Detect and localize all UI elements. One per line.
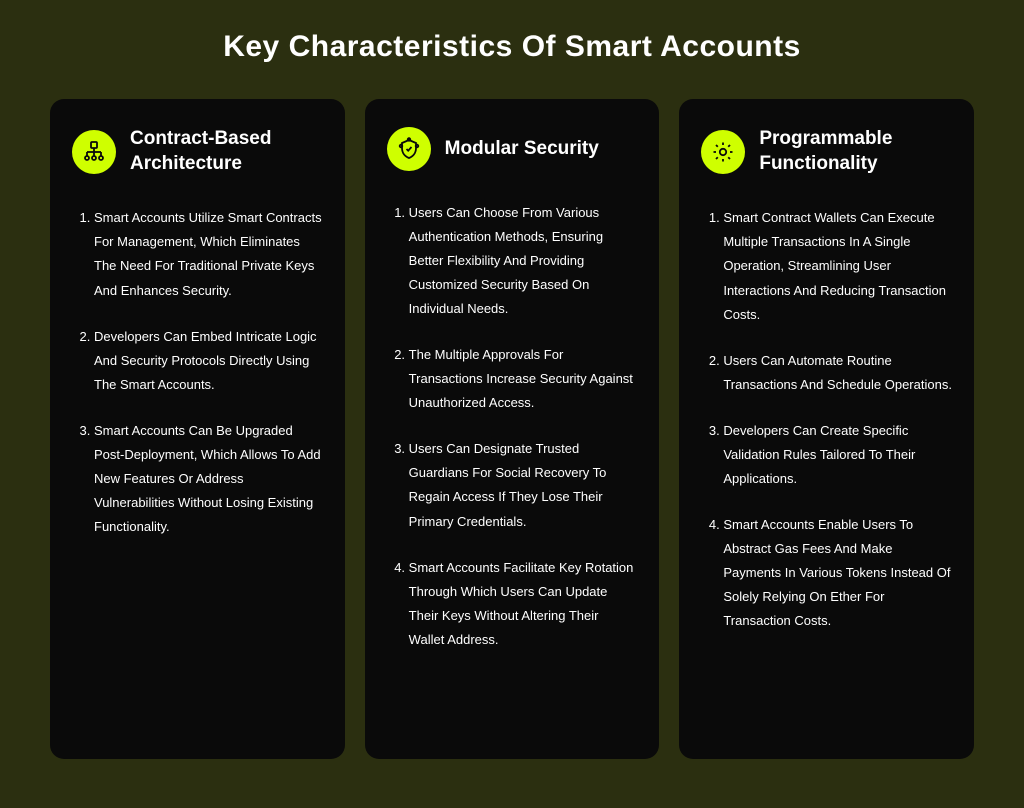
gear-icon — [701, 130, 745, 174]
card-architecture: Contract-Based Architecture Smart Accoun… — [50, 99, 345, 759]
card-functionality: Programmable Functionality Smart Contrac… — [679, 99, 974, 759]
cards-row: Contract-Based Architecture Smart Accoun… — [50, 99, 974, 759]
list-item: Smart Accounts Enable Users To Abstract … — [723, 513, 952, 633]
card-header: Contract-Based Architecture — [72, 127, 323, 176]
list-item: Smart Accounts Facilitate Key Rotation T… — [409, 556, 638, 652]
list-item: Developers Can Embed Intricate Logic And… — [94, 325, 323, 397]
card-title: Contract-Based Architecture — [130, 127, 323, 176]
card-header: Programmable Functionality — [701, 127, 952, 176]
list-item: The Multiple Approvals For Transactions … — [409, 343, 638, 415]
card-title: Programmable Functionality — [759, 127, 952, 176]
card-list: Smart Accounts Utilize Smart Contracts F… — [72, 206, 323, 539]
list-item: Developers Can Create Specific Validatio… — [723, 419, 952, 491]
list-item: Smart Accounts Utilize Smart Contracts F… — [94, 206, 323, 302]
card-title: Modular Security — [445, 137, 599, 162]
architecture-icon — [72, 130, 116, 174]
page-title: Key Characteristics Of Smart Accounts — [50, 30, 974, 64]
list-item: Smart Accounts Can Be Upgraded Post-Depl… — [94, 419, 323, 539]
card-security: Modular Security Users Can Choose From V… — [365, 99, 660, 759]
card-list: Smart Contract Wallets Can Execute Multi… — [701, 206, 952, 633]
list-item: Users Can Automate Routine Transactions … — [723, 349, 952, 397]
shield-icon — [387, 127, 431, 171]
card-header: Modular Security — [387, 127, 638, 171]
list-item: Users Can Choose From Various Authentica… — [409, 201, 638, 321]
list-item: Users Can Designate Trusted Guardians Fo… — [409, 437, 638, 533]
card-list: Users Can Choose From Various Authentica… — [387, 201, 638, 652]
list-item: Smart Contract Wallets Can Execute Multi… — [723, 206, 952, 326]
